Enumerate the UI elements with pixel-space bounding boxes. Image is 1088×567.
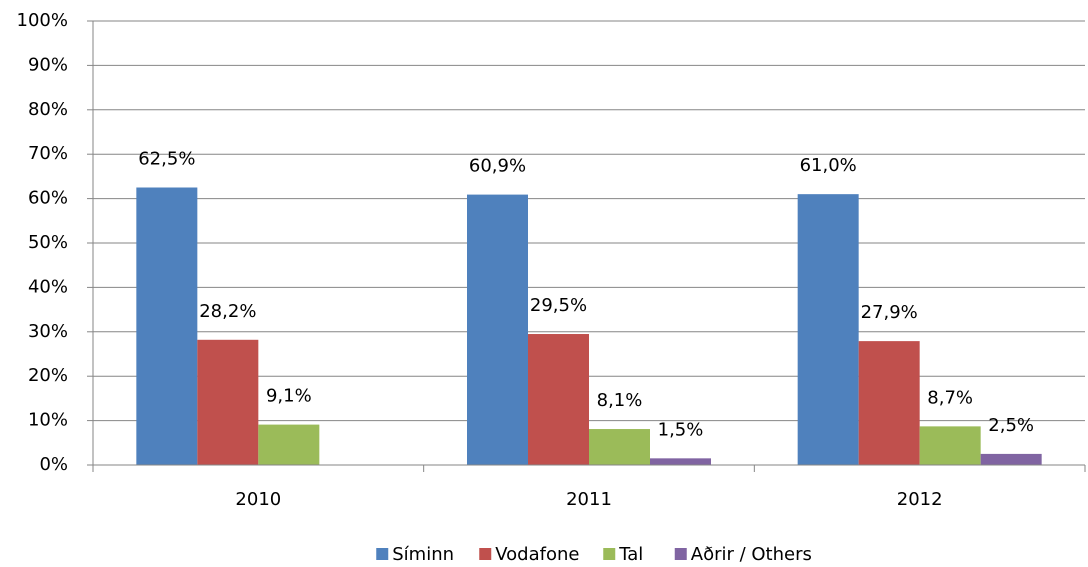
bar bbox=[528, 334, 589, 465]
legend-label: Tal bbox=[618, 544, 643, 565]
bar bbox=[650, 458, 711, 465]
x-tick-label: 2010 bbox=[235, 489, 281, 510]
value-label: 8,7% bbox=[927, 387, 973, 408]
value-label: 8,1% bbox=[597, 390, 643, 411]
legend-swatch bbox=[674, 548, 687, 560]
bar bbox=[980, 453, 1042, 465]
legend-swatch bbox=[376, 548, 389, 560]
bar bbox=[919, 426, 981, 465]
value-label: 60,9% bbox=[469, 156, 526, 177]
value-label: 29,5% bbox=[530, 295, 587, 316]
legend-swatch bbox=[479, 548, 492, 560]
bar bbox=[467, 194, 528, 465]
bar bbox=[258, 424, 320, 465]
legend-swatch bbox=[603, 548, 616, 560]
legend-label: Vodafone bbox=[495, 544, 579, 565]
value-label: 61,0% bbox=[800, 155, 857, 176]
legend-label: Aðrir / Others bbox=[691, 544, 812, 565]
value-label: 9,1% bbox=[266, 386, 312, 407]
y-tick-label: 30% bbox=[28, 321, 68, 342]
value-label: 28,2% bbox=[199, 301, 256, 322]
legend-label: Síminn bbox=[392, 544, 454, 565]
y-tick-label: 90% bbox=[28, 54, 68, 75]
y-tick-label: 0% bbox=[39, 454, 68, 475]
bar bbox=[858, 341, 920, 465]
bar bbox=[797, 194, 859, 465]
value-label: 1,5% bbox=[658, 419, 704, 440]
y-tick-label: 40% bbox=[28, 276, 68, 297]
y-tick-label: 20% bbox=[28, 365, 68, 386]
value-label: 2,5% bbox=[988, 415, 1034, 436]
y-tick-label: 100% bbox=[17, 10, 68, 31]
value-label: 62,5% bbox=[138, 149, 195, 170]
bar bbox=[136, 187, 198, 465]
bar bbox=[197, 339, 259, 465]
y-tick-label: 60% bbox=[28, 188, 68, 209]
y-tick-label: 70% bbox=[28, 143, 68, 164]
bar bbox=[589, 429, 650, 465]
y-tick-label: 80% bbox=[28, 99, 68, 120]
x-tick-label: 2011 bbox=[566, 489, 612, 510]
y-tick-label: 50% bbox=[28, 232, 68, 253]
y-tick-label: 10% bbox=[28, 410, 68, 431]
x-tick-label: 2012 bbox=[897, 489, 943, 510]
value-label: 27,9% bbox=[861, 302, 918, 323]
